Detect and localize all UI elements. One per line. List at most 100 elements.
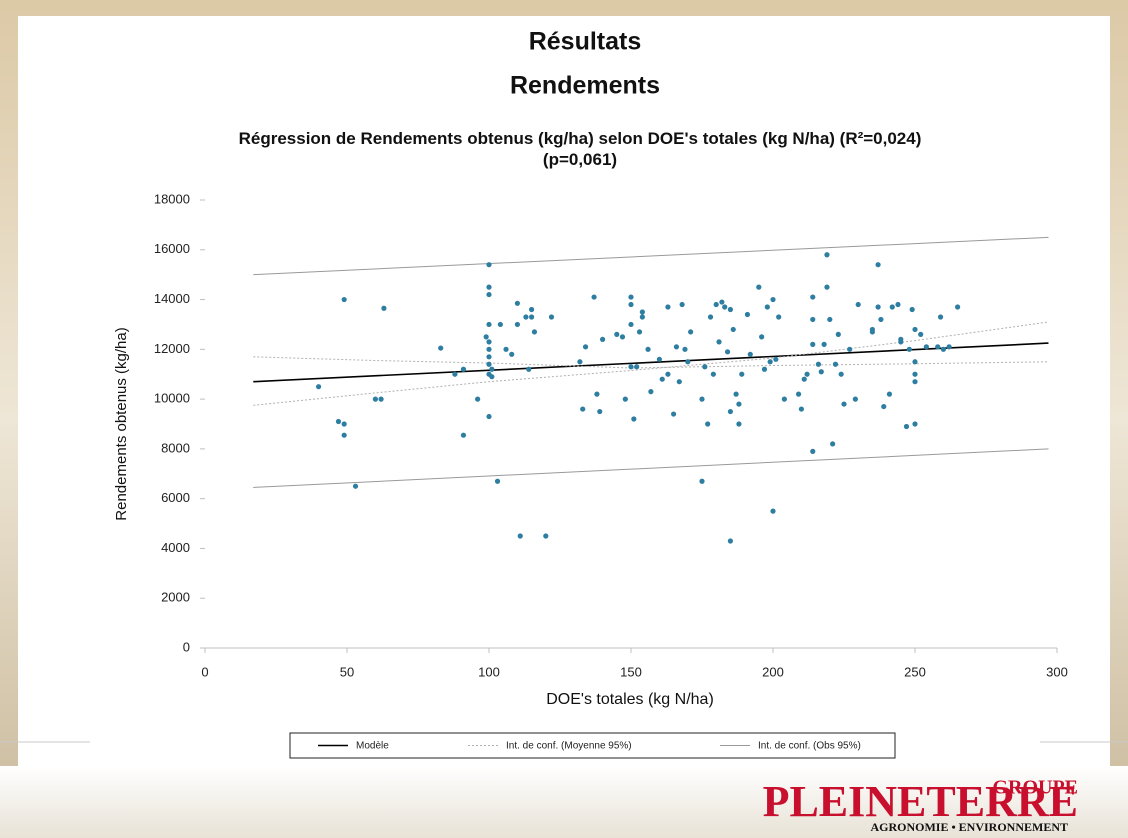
data-point	[486, 339, 491, 344]
data-point	[875, 262, 880, 267]
data-point	[486, 292, 491, 297]
data-point	[881, 404, 886, 409]
data-point	[810, 317, 815, 322]
data-point	[623, 397, 628, 402]
data-point	[816, 362, 821, 367]
data-point	[688, 329, 693, 334]
data-point	[725, 349, 730, 354]
data-point	[353, 484, 358, 489]
data-point	[699, 479, 704, 484]
data-point	[736, 401, 741, 406]
data-point	[822, 342, 827, 347]
data-point	[486, 414, 491, 419]
legend-label: Int. de conf. (Moyenne 95%)	[506, 741, 632, 752]
y-axis-label: Rendements obtenus (kg/ha)	[113, 327, 130, 520]
data-point	[591, 294, 596, 299]
chart-title: Régression de Rendements obtenus (kg/ha)…	[200, 128, 960, 170]
data-point	[515, 301, 520, 306]
x-tick-label: 200	[762, 664, 784, 679]
data-point	[762, 367, 767, 372]
data-point	[498, 322, 503, 327]
data-point	[839, 372, 844, 377]
data-point	[810, 294, 815, 299]
data-point	[887, 392, 892, 397]
data-point	[628, 364, 633, 369]
data-point	[549, 314, 554, 319]
data-point	[699, 397, 704, 402]
data-point	[804, 372, 809, 377]
data-point	[722, 304, 727, 309]
data-point	[731, 327, 736, 332]
y-tick-label: 6000	[161, 490, 190, 505]
data-point	[770, 297, 775, 302]
logo-tagline: AGRONOMIE • ENVIRONNEMENT	[870, 820, 1068, 834]
data-point	[847, 347, 852, 352]
data-point	[819, 369, 824, 374]
data-point	[728, 538, 733, 543]
data-point	[594, 392, 599, 397]
data-point	[910, 307, 915, 312]
logo-name: PLEINETERRE	[763, 777, 1078, 826]
data-point	[714, 302, 719, 307]
data-point	[452, 372, 457, 377]
data-point	[708, 314, 713, 319]
data-point	[486, 262, 491, 267]
x-tick-label: 300	[1046, 664, 1068, 679]
data-point	[941, 347, 946, 352]
data-point	[728, 409, 733, 414]
data-point	[614, 332, 619, 337]
data-point	[677, 379, 682, 384]
data-point	[711, 372, 716, 377]
data-point	[631, 416, 636, 421]
data-point	[657, 357, 662, 362]
data-point	[640, 314, 645, 319]
data-point	[543, 533, 548, 538]
data-point	[378, 397, 383, 402]
data-point	[461, 367, 466, 372]
y-tick-label: 14000	[154, 291, 190, 306]
data-point	[716, 339, 721, 344]
data-point	[529, 307, 534, 312]
data-point	[486, 285, 491, 290]
page: {"slide": {"title": "Résultats", "subtit…	[0, 0, 1128, 838]
data-point	[486, 354, 491, 359]
y-tick-label: 0	[183, 639, 190, 654]
data-point	[796, 392, 801, 397]
data-point	[634, 364, 639, 369]
data-point	[924, 344, 929, 349]
data-point	[853, 397, 858, 402]
data-point	[739, 372, 744, 377]
data-point	[665, 304, 670, 309]
x-tick-label: 150	[620, 664, 642, 679]
legend-label: Modèle	[356, 741, 389, 752]
data-point	[733, 392, 738, 397]
data-point	[503, 347, 508, 352]
x-tick-label: 0	[201, 664, 208, 679]
data-point	[836, 332, 841, 337]
data-point	[381, 306, 386, 311]
data-point	[756, 285, 761, 290]
data-point	[776, 314, 781, 319]
data-point	[759, 334, 764, 339]
data-point	[316, 384, 321, 389]
data-point	[518, 533, 523, 538]
data-point	[495, 479, 500, 484]
data-point	[529, 314, 534, 319]
slide-title: Résultats	[529, 28, 642, 56]
slide: Résultats Rendements Régression de Rende…	[0, 0, 1128, 838]
data-point	[782, 397, 787, 402]
data-point	[489, 367, 494, 372]
data-point	[532, 329, 537, 334]
chart-title-box: Régression de Rendements obtenus (kg/ha)…	[200, 128, 960, 188]
data-point	[628, 322, 633, 327]
data-point	[765, 304, 770, 309]
slide-subtitle: Rendements	[510, 72, 660, 100]
data-point	[824, 252, 829, 257]
data-point	[461, 433, 466, 438]
data-point	[342, 421, 347, 426]
data-point	[620, 334, 625, 339]
data-point	[674, 344, 679, 349]
data-point	[628, 302, 633, 307]
data-point	[935, 344, 940, 349]
data-point	[515, 322, 520, 327]
